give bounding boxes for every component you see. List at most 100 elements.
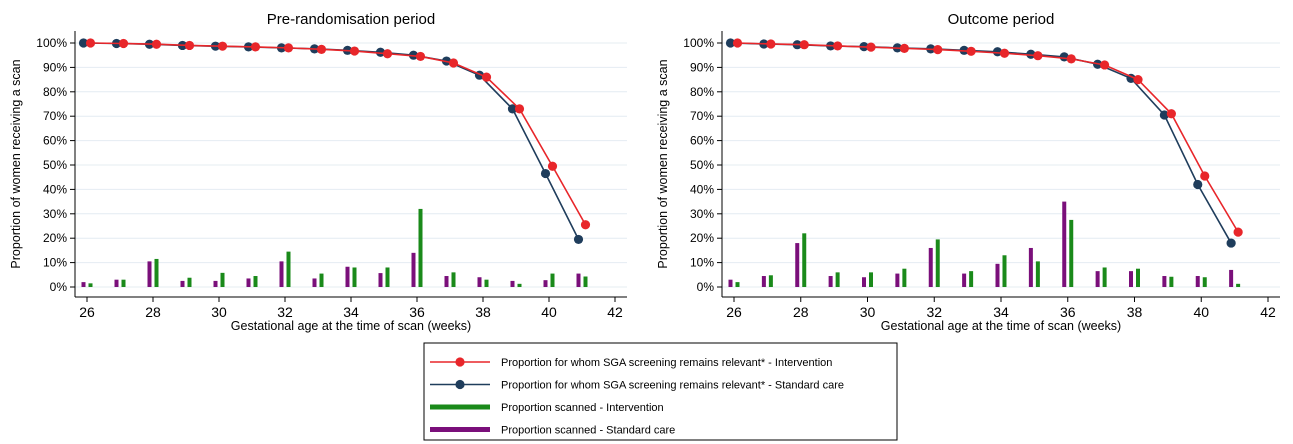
bar	[1169, 277, 1173, 287]
bar	[762, 276, 766, 287]
legend-marker-swatch	[455, 380, 464, 389]
bar	[346, 267, 350, 287]
bar	[577, 274, 581, 287]
bar	[929, 248, 933, 287]
bar	[862, 277, 866, 287]
bar	[996, 264, 1000, 287]
bar	[313, 278, 317, 287]
point	[1000, 49, 1009, 58]
bar	[115, 280, 119, 287]
bar	[386, 267, 390, 287]
point	[317, 45, 326, 54]
y-tick-label: 10%	[43, 256, 67, 270]
x-tick-label: 28	[793, 304, 809, 320]
bar	[1196, 276, 1200, 287]
x-tick-label: 28	[145, 304, 161, 320]
legend-marker-swatch	[455, 357, 464, 366]
bar	[802, 233, 806, 287]
point	[482, 73, 491, 82]
point	[581, 220, 590, 229]
bar	[89, 283, 93, 287]
point	[1100, 60, 1109, 69]
bar	[221, 273, 225, 287]
x-tick-label: 40	[541, 304, 557, 320]
bar	[795, 243, 799, 287]
point	[119, 39, 128, 48]
y-tick-label: 30%	[43, 207, 67, 221]
bar	[412, 253, 416, 287]
bar	[1162, 276, 1166, 287]
bar	[1103, 267, 1107, 287]
bar	[729, 280, 733, 287]
x-axis-label: Gestational age at the time of scan (wee…	[231, 319, 471, 333]
point	[515, 104, 524, 113]
series-line	[731, 43, 1232, 243]
y-tick-label: 60%	[43, 134, 67, 148]
y-tick-label: 20%	[43, 231, 67, 245]
bar	[419, 209, 423, 287]
y-tick-label: 40%	[43, 182, 67, 196]
point	[733, 38, 742, 47]
chart-title: Outcome period	[948, 11, 1055, 28]
bar	[1036, 261, 1040, 287]
y-tick-label: 40%	[690, 182, 714, 196]
point	[574, 235, 583, 244]
x-tick-label: 26	[726, 304, 742, 320]
y-axis-label: Proportion of women receiving a scan	[656, 59, 670, 268]
bar	[969, 271, 973, 287]
point	[833, 41, 842, 50]
bar	[478, 277, 482, 287]
bar	[379, 273, 383, 287]
bar	[188, 278, 192, 287]
legend-label: Proportion for whom SGA screening remain…	[501, 357, 832, 369]
point	[967, 47, 976, 56]
bar	[1062, 202, 1066, 287]
bar	[544, 280, 548, 287]
bar	[1029, 248, 1033, 287]
bar	[214, 281, 218, 287]
bar	[1003, 255, 1007, 287]
y-tick-label: 60%	[690, 134, 714, 148]
point	[218, 42, 227, 51]
point	[449, 58, 458, 67]
legend-label: Proportion scanned - Standard care	[501, 425, 675, 437]
x-axis-label: Gestational age at the time of scan (wee…	[881, 319, 1121, 333]
bar	[445, 276, 449, 287]
x-tick-label: 36	[409, 304, 425, 320]
legend-bar-swatch	[430, 427, 490, 432]
bar	[254, 276, 258, 287]
point	[900, 44, 909, 53]
bar	[584, 277, 588, 287]
bar	[869, 272, 873, 287]
y-tick-label: 10%	[690, 256, 714, 270]
bar	[1229, 270, 1233, 287]
x-tick-label: 34	[993, 304, 1009, 320]
y-tick-label: 90%	[43, 60, 67, 74]
legend-label: Proportion scanned - Intervention	[501, 402, 664, 414]
x-tick-label: 42	[1260, 304, 1276, 320]
bar	[1136, 269, 1140, 287]
point	[416, 52, 425, 61]
point	[251, 42, 260, 51]
y-tick-label: 30%	[690, 207, 714, 221]
point	[1200, 171, 1209, 180]
bar	[485, 280, 489, 287]
x-tick-label: 42	[607, 304, 623, 320]
bar	[895, 274, 899, 287]
point	[1067, 54, 1076, 63]
y-tick-label: 50%	[43, 158, 67, 172]
bar	[518, 284, 522, 287]
bar	[1236, 284, 1240, 287]
point	[1193, 180, 1202, 189]
y-tick-label: 20%	[690, 231, 714, 245]
point	[152, 40, 161, 49]
point	[866, 43, 875, 52]
x-tick-label: 40	[1193, 304, 1209, 320]
point	[1033, 51, 1042, 60]
point	[1167, 109, 1176, 118]
legend-bar-swatch	[430, 405, 490, 410]
point	[284, 43, 293, 52]
bar	[353, 267, 357, 287]
bar	[1069, 220, 1073, 287]
y-tick-label: 80%	[43, 85, 67, 99]
